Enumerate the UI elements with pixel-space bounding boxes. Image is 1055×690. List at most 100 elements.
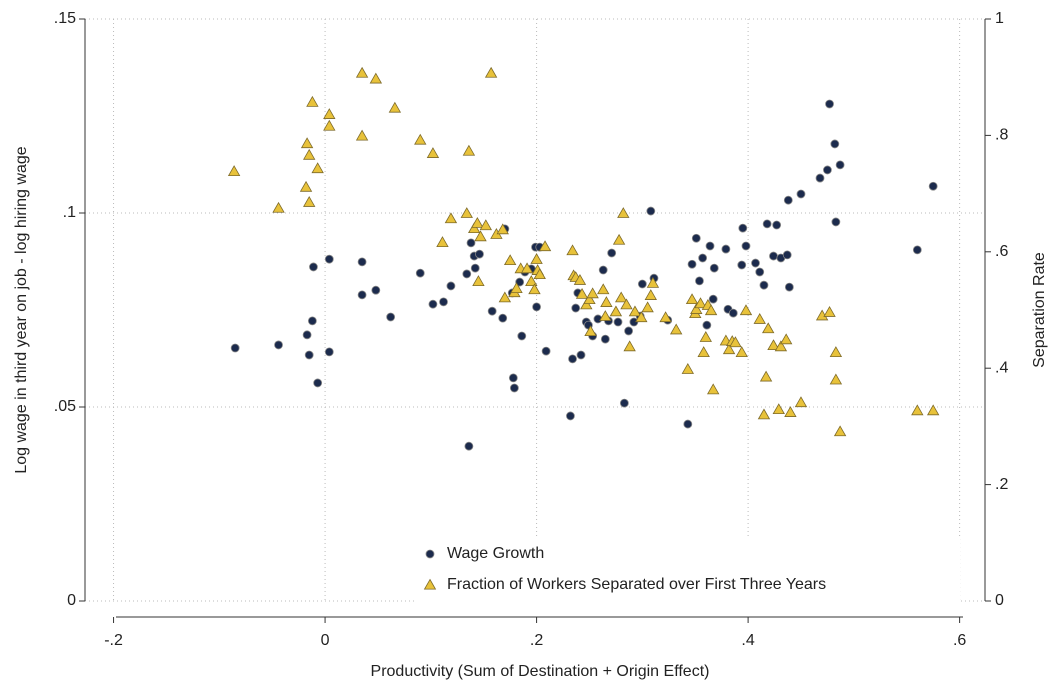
circle-point bbox=[619, 398, 629, 408]
triangle-point bbox=[503, 254, 517, 266]
circle-point bbox=[324, 254, 334, 264]
circle-point bbox=[835, 160, 845, 170]
triangle-point bbox=[520, 262, 534, 274]
circle-point bbox=[683, 419, 693, 429]
triangle-point bbox=[498, 291, 512, 303]
triangle-point bbox=[628, 305, 642, 317]
triangle-point bbox=[533, 268, 546, 280]
x-tick-label: -.2 bbox=[104, 632, 123, 649]
triangle-point bbox=[530, 253, 543, 264]
circle-point bbox=[782, 250, 792, 260]
circle-point bbox=[705, 241, 715, 251]
triangle-point bbox=[436, 236, 449, 248]
triangle-point bbox=[699, 331, 712, 342]
triangle-point bbox=[635, 311, 648, 323]
circle-point bbox=[709, 263, 719, 273]
triangle-point bbox=[323, 108, 336, 119]
triangle-point bbox=[641, 301, 654, 313]
y2-axis-title: Separation Rate bbox=[1031, 252, 1048, 368]
triangle-point bbox=[580, 298, 593, 310]
circle-point bbox=[566, 411, 575, 421]
circle-point bbox=[759, 280, 769, 290]
triangle-point bbox=[784, 406, 797, 417]
circle-point bbox=[691, 233, 701, 243]
triangle-point bbox=[685, 293, 699, 305]
circle-point bbox=[475, 249, 484, 259]
triangle-point bbox=[467, 222, 481, 234]
circle-point bbox=[624, 326, 633, 336]
circle-point bbox=[928, 181, 938, 191]
circle-point bbox=[532, 302, 541, 312]
triangle-point bbox=[762, 322, 775, 334]
x-tick-label: .2 bbox=[530, 632, 543, 649]
triangle-point bbox=[474, 230, 487, 242]
triangle-point bbox=[729, 336, 742, 348]
triangle-point bbox=[472, 275, 485, 287]
circle-point bbox=[439, 297, 448, 307]
triangle-point bbox=[597, 283, 610, 295]
circle-point bbox=[466, 238, 476, 248]
triangle-point bbox=[735, 346, 748, 358]
circle-point bbox=[371, 285, 381, 295]
triangle-point bbox=[722, 343, 736, 355]
triangle-point bbox=[484, 66, 498, 78]
circle-point bbox=[815, 173, 825, 183]
circle-point bbox=[541, 346, 551, 356]
triangle-point bbox=[303, 148, 316, 160]
triangle-point bbox=[829, 346, 843, 358]
legend: Wage Growth Fraction of Workers Separated… bbox=[415, 537, 960, 603]
circle-point bbox=[571, 303, 581, 313]
triangle-point bbox=[566, 244, 579, 256]
triangle-point bbox=[583, 293, 596, 305]
circle-point bbox=[830, 139, 840, 149]
triangle-point bbox=[528, 283, 541, 295]
circle-point bbox=[428, 299, 438, 309]
circle-point bbox=[737, 260, 747, 270]
circle-point bbox=[728, 308, 738, 318]
circle-point bbox=[324, 347, 334, 357]
circle-point bbox=[274, 340, 283, 350]
circle-point bbox=[784, 282, 794, 292]
triangle-point bbox=[471, 216, 484, 228]
circle-point bbox=[912, 245, 922, 255]
triangle-point bbox=[586, 287, 599, 299]
triangle-point bbox=[575, 287, 589, 299]
circle-point bbox=[230, 343, 240, 353]
circle-point bbox=[708, 294, 718, 304]
triangle-point bbox=[584, 325, 597, 337]
circle-point bbox=[762, 219, 772, 229]
triangle-point bbox=[496, 223, 509, 235]
circle-point bbox=[637, 279, 647, 289]
triangle-point bbox=[299, 180, 313, 192]
triangle-point bbox=[697, 346, 710, 358]
triangle-point bbox=[355, 66, 369, 78]
circle-point bbox=[741, 241, 751, 251]
triangle-point bbox=[646, 276, 660, 288]
circle-point bbox=[302, 330, 312, 340]
circle-point bbox=[462, 269, 472, 279]
triangle-point bbox=[829, 373, 843, 385]
circle-point bbox=[309, 262, 318, 272]
triangle-point bbox=[525, 275, 538, 287]
circle-point bbox=[304, 350, 314, 360]
triangle-point bbox=[306, 95, 319, 107]
circle-point bbox=[796, 189, 806, 199]
y-tick-label: .05 bbox=[54, 398, 76, 415]
triangle-point bbox=[779, 333, 793, 345]
triangle-point bbox=[620, 298, 633, 310]
circle-point bbox=[607, 248, 617, 258]
circle-point bbox=[825, 99, 834, 109]
triangle-point bbox=[623, 340, 636, 352]
circle-point bbox=[357, 257, 367, 267]
triangle-point bbox=[479, 219, 493, 231]
triangle-point bbox=[757, 408, 771, 420]
triangle-point bbox=[612, 233, 626, 245]
circle-point bbox=[576, 350, 586, 360]
triangle-point bbox=[772, 403, 785, 415]
circle-point bbox=[823, 165, 832, 175]
triangle-point bbox=[423, 578, 437, 590]
circle-point bbox=[313, 378, 323, 388]
circle-point bbox=[498, 313, 508, 323]
